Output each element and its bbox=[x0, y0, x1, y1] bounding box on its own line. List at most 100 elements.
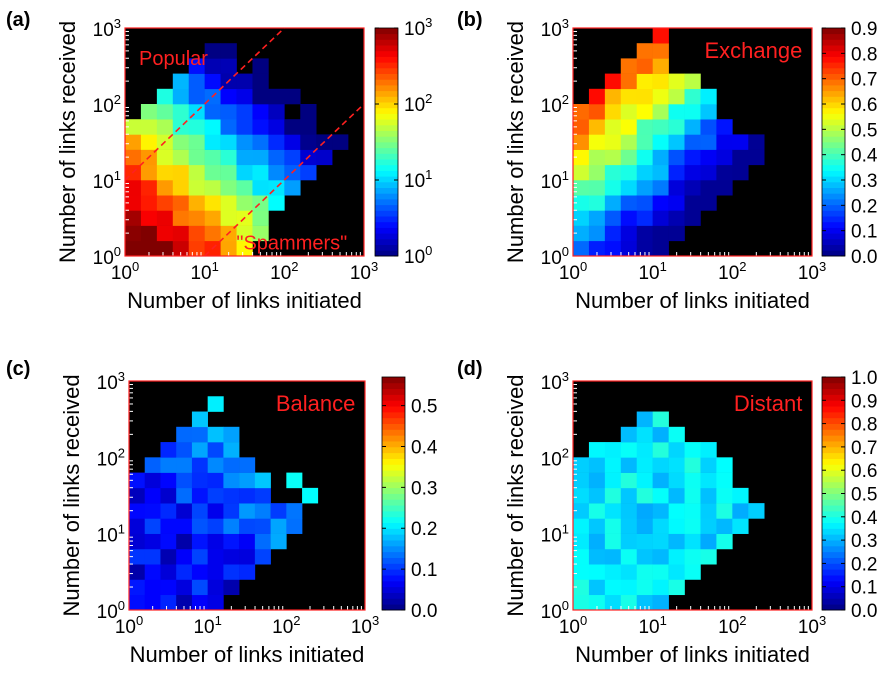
y-tick-label: 101 bbox=[93, 168, 121, 193]
heatmap-cell bbox=[239, 548, 256, 565]
heatmap-cell bbox=[636, 134, 653, 150]
colorbar-segment bbox=[382, 423, 405, 430]
colorbar-segment bbox=[822, 388, 845, 395]
minor-ticks bbox=[129, 383, 362, 610]
colorbar-segment bbox=[822, 210, 845, 217]
heatmap-cell bbox=[236, 240, 253, 257]
heatmap-cell bbox=[156, 210, 174, 226]
heatmap-cell bbox=[284, 134, 301, 150]
heatmap-cell bbox=[620, 457, 638, 473]
heatmap-cell bbox=[160, 579, 177, 596]
heatmap-cell bbox=[236, 180, 253, 196]
heatmap-cell bbox=[254, 518, 271, 534]
heatmap-cell bbox=[176, 564, 193, 580]
heatmap-cell bbox=[588, 88, 606, 105]
heatmap-cell bbox=[684, 533, 701, 550]
heatmap-cell bbox=[652, 104, 669, 120]
colorbar-segment bbox=[382, 394, 405, 401]
colorbar-tick-label: 101 bbox=[404, 167, 432, 192]
colorbar-segment bbox=[382, 446, 405, 454]
heatmap-cell bbox=[236, 225, 253, 242]
heatmap-cell bbox=[700, 487, 717, 504]
heatmap-cell bbox=[191, 564, 208, 580]
colorbar-tick-label: 0.1 bbox=[851, 222, 877, 243]
heatmap-cell bbox=[620, 548, 638, 565]
heatmap-cell bbox=[172, 240, 190, 257]
colorbar-tick-label: 0.8 bbox=[851, 44, 877, 65]
colorbar-frame bbox=[381, 376, 406, 611]
heatmap-cell bbox=[588, 210, 606, 226]
heatmap-cell bbox=[156, 104, 174, 120]
heatmap-cell bbox=[220, 104, 237, 120]
heatmap-cell bbox=[588, 104, 606, 120]
heatmap-cell bbox=[604, 149, 622, 166]
heatmap-cell bbox=[573, 457, 590, 473]
colorbar-segment bbox=[382, 586, 405, 593]
colorbar-segment bbox=[382, 400, 405, 407]
heatmap-cell bbox=[204, 73, 221, 90]
colorbar-segment bbox=[822, 216, 845, 223]
heatmap-cell bbox=[652, 548, 669, 565]
heatmap-cell bbox=[140, 119, 158, 135]
heatmap-cell bbox=[588, 180, 606, 196]
heatmap-cell bbox=[716, 180, 733, 196]
colorbar-segment bbox=[822, 176, 845, 183]
colorbar-segment bbox=[382, 493, 405, 500]
heatmap-cell bbox=[573, 225, 590, 242]
plot-frame bbox=[124, 27, 365, 257]
heatmap-cell bbox=[172, 164, 190, 181]
plot-frame bbox=[572, 380, 813, 611]
colorbar-tick-label: 0.0 bbox=[851, 601, 877, 622]
heatmap-cell bbox=[236, 119, 253, 135]
heatmap-cell bbox=[188, 180, 205, 196]
colorbar-segment bbox=[375, 62, 398, 69]
heatmap-cell bbox=[176, 457, 193, 473]
heatmap-cell bbox=[204, 104, 221, 120]
heatmap-cell bbox=[620, 240, 638, 257]
heatmap-cell bbox=[636, 149, 653, 166]
heatmap-cell bbox=[620, 426, 638, 443]
colorbar-segment bbox=[822, 50, 845, 57]
heatmap-cell bbox=[668, 149, 685, 166]
heatmap-cell bbox=[223, 472, 240, 489]
heatmap-cell bbox=[652, 43, 669, 59]
heatmap-cell bbox=[668, 119, 685, 135]
colorbar-segment bbox=[822, 181, 845, 188]
colorbar-tick-label: 103 bbox=[404, 15, 432, 40]
heatmap-cell bbox=[252, 119, 269, 135]
heatmap-cell bbox=[700, 180, 717, 196]
heatmap-cell bbox=[668, 442, 685, 458]
heatmap-cell bbox=[176, 594, 193, 611]
heatmap-cells bbox=[573, 28, 765, 257]
colorbar-segment bbox=[822, 96, 845, 103]
heatmap-cell bbox=[588, 579, 606, 596]
heatmap-cell bbox=[176, 579, 193, 596]
colorbar-segment bbox=[375, 153, 398, 160]
colorbar-segment bbox=[822, 406, 845, 413]
heatmap-cell bbox=[700, 533, 717, 550]
x-tick-label: 102 bbox=[718, 613, 746, 638]
colorbar-segment bbox=[375, 238, 398, 245]
colorbar-segment bbox=[382, 598, 405, 605]
heatmap-cell bbox=[270, 533, 287, 550]
heatmap-cell bbox=[636, 119, 653, 135]
colorbar-segment bbox=[382, 545, 405, 553]
heatmap-cell bbox=[220, 58, 237, 74]
heatmap-cell bbox=[204, 43, 221, 59]
x-tick-label: 100 bbox=[111, 259, 139, 284]
heatmap-cell bbox=[604, 225, 622, 242]
heatmap-cell bbox=[716, 503, 733, 519]
heatmap-cell bbox=[220, 134, 237, 150]
x-tick-label: 100 bbox=[559, 613, 587, 638]
colorbar-segment bbox=[375, 221, 398, 228]
colorbar-segment bbox=[382, 505, 405, 512]
heatmap-cell bbox=[140, 134, 158, 150]
colorbar-segment bbox=[822, 598, 845, 605]
colorbar-segment bbox=[822, 164, 845, 171]
heatmap-cell bbox=[716, 533, 733, 550]
heatmap-cell bbox=[223, 518, 240, 534]
colorbar-segment bbox=[822, 441, 845, 448]
colorbar: 0.0 0.1 0.2 0.3 0.4 0.5 0.6 0.7 0.8 0.9 bbox=[821, 19, 878, 268]
heatmap-cell bbox=[191, 442, 208, 458]
